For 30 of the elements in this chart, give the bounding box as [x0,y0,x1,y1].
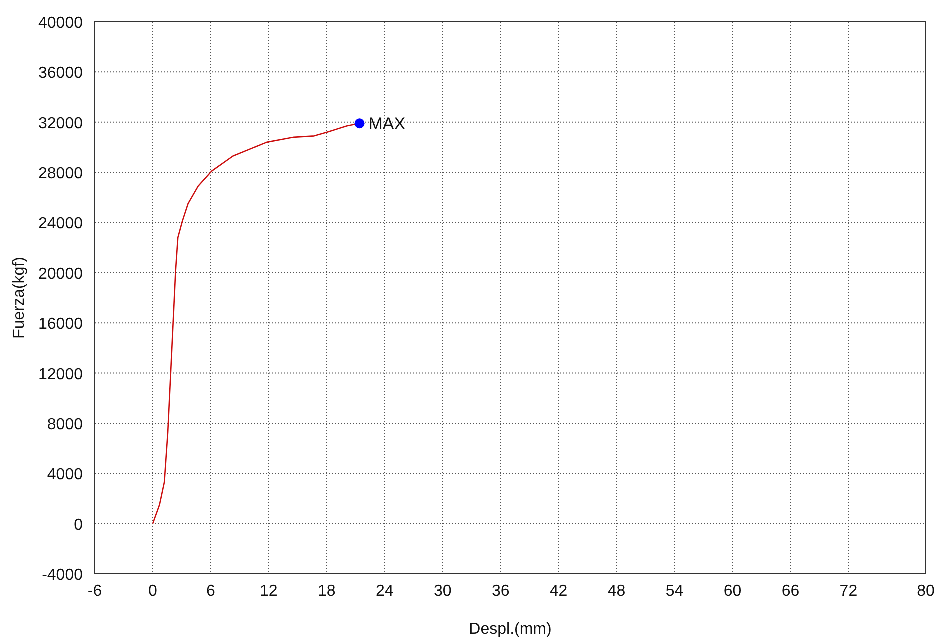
x-tick-label: 66 [782,583,800,600]
x-tick-label: 0 [148,583,158,600]
y-tick-label: 8000 [47,416,84,434]
y-tick-label: 12000 [38,366,84,384]
x-tick-label: 72 [840,583,858,600]
x-tick-label: 48 [608,583,626,600]
y-tick-label: 36000 [38,65,84,82]
x-tick-label: 42 [550,583,568,600]
x-tick-label: 60 [724,583,742,600]
x-tick-label: 18 [318,583,336,600]
x-axis-title: Despl.(mm) [469,621,552,638]
y-tick-label: 40000 [38,15,84,32]
x-tick-label: 12 [260,583,278,600]
y-tick-label: 24000 [38,216,84,233]
y-axis-title: Fuerza(kgf) [11,257,28,339]
x-tick-label: 36 [492,583,510,600]
y-tick-label: 20000 [38,266,84,283]
x-tick-label: 6 [206,583,216,600]
y-tick-label: 16000 [38,316,84,334]
y-tick-label: 0 [74,516,84,534]
y-tick-label: 28000 [38,166,84,183]
x-tick-label: 30 [434,583,452,600]
y-tick-label: 32000 [38,115,84,132]
y-tick-label: -4000 [42,567,84,584]
y-tick-label: 4000 [47,466,84,484]
x-tick-label: 24 [376,583,394,600]
x-tick-label: -6 [88,583,102,600]
annotation: MAX [368,114,406,134]
x-tick-label: 80 [917,583,935,600]
x-tick-label: 54 [666,583,684,600]
